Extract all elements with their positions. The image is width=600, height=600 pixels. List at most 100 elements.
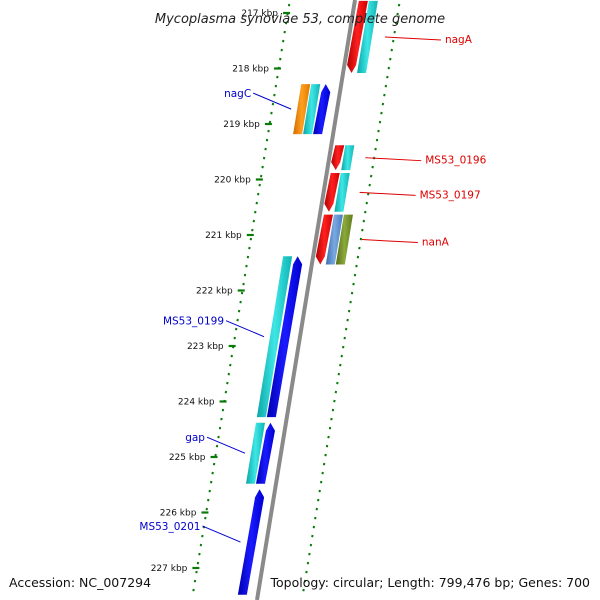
guide-dot bbox=[233, 336, 236, 340]
guide-dot bbox=[273, 93, 276, 97]
gene-label: MS53_0196 bbox=[425, 155, 486, 167]
guide-dot bbox=[319, 480, 323, 484]
guide-dot bbox=[195, 570, 198, 574]
guide-dot bbox=[325, 444, 329, 448]
guide-dot bbox=[356, 255, 360, 259]
feature-nanA-steel bbox=[325, 214, 343, 265]
guide-dot bbox=[229, 363, 232, 367]
guide-dot bbox=[317, 498, 320, 502]
guide-dot bbox=[377, 129, 380, 133]
guide-dot bbox=[390, 48, 393, 52]
guide-dot bbox=[380, 111, 383, 115]
leader-line bbox=[384, 36, 441, 41]
guide-dot bbox=[350, 291, 354, 295]
guide-dot bbox=[369, 174, 373, 178]
gene-label: nagA bbox=[445, 34, 473, 46]
scale-tick-label: 227 kbp bbox=[151, 564, 188, 574]
guide-dot bbox=[280, 48, 283, 52]
guide-dot bbox=[367, 192, 370, 196]
guide-dot bbox=[359, 237, 363, 241]
guide-dot bbox=[192, 588, 195, 592]
guide-dot bbox=[252, 219, 256, 223]
guide-dot bbox=[302, 588, 305, 592]
guide-dot bbox=[308, 552, 311, 556]
guide-dot bbox=[234, 327, 238, 331]
gene-label: gap bbox=[185, 432, 205, 444]
feature-gap-gene bbox=[245, 422, 265, 484]
leader-line bbox=[206, 436, 246, 454]
feature-nagC-cds_forward bbox=[313, 84, 331, 135]
guide-dot bbox=[198, 552, 201, 556]
guide-dot bbox=[305, 570, 308, 574]
guide-dot bbox=[355, 264, 358, 268]
guide-dot bbox=[259, 174, 263, 178]
leader-line bbox=[252, 92, 292, 110]
gene-label: nanA bbox=[422, 237, 450, 249]
guide-dot bbox=[383, 93, 386, 97]
guide-dot bbox=[393, 30, 396, 34]
guide-dot bbox=[205, 507, 209, 511]
guide-dot bbox=[353, 273, 357, 277]
guide-dot bbox=[251, 228, 254, 232]
guide-dot bbox=[227, 372, 231, 376]
guide-dot bbox=[358, 246, 361, 250]
guide-dot bbox=[196, 561, 200, 565]
guide-dot bbox=[306, 561, 310, 565]
guide-dot bbox=[254, 210, 257, 214]
guide-dot bbox=[242, 282, 245, 286]
guide-dot bbox=[240, 291, 244, 295]
guide-dot bbox=[270, 111, 273, 115]
guide-dot bbox=[208, 489, 211, 493]
guide-dot bbox=[248, 246, 251, 250]
guide-dot bbox=[334, 390, 338, 394]
guide-dot bbox=[378, 120, 382, 124]
guide-dot bbox=[255, 201, 258, 205]
feature-nagA-cds_reverse bbox=[347, 0, 368, 74]
guide-dot bbox=[375, 138, 379, 142]
guide-dot bbox=[324, 453, 327, 457]
scale-tick-label: 217 kbp bbox=[241, 9, 278, 19]
guide-dot bbox=[315, 507, 319, 511]
guide-dot bbox=[303, 579, 307, 583]
guide-dot bbox=[339, 363, 342, 367]
guide-dot bbox=[318, 489, 321, 493]
leader-line bbox=[225, 320, 265, 338]
guide-dot bbox=[368, 183, 371, 187]
guide-dot bbox=[268, 120, 272, 124]
feature-nanA-olive bbox=[335, 214, 353, 265]
feature-MS53_0196-gene bbox=[341, 145, 355, 171]
guide-dot bbox=[336, 381, 339, 385]
leader-line bbox=[361, 239, 418, 244]
guide-dot bbox=[276, 75, 279, 79]
guide-dot bbox=[365, 201, 368, 205]
guide-dot bbox=[330, 417, 333, 421]
guide-dot bbox=[322, 462, 326, 466]
guide-dot bbox=[261, 165, 264, 169]
guide-dot bbox=[249, 237, 253, 241]
scale-tick-label: 226 kbp bbox=[160, 509, 197, 519]
guide-dot bbox=[349, 300, 352, 304]
guide-dot bbox=[243, 273, 247, 277]
guide-dot bbox=[340, 354, 343, 358]
gene-label: MS53_0199 bbox=[163, 316, 224, 328]
guide-dot bbox=[362, 219, 366, 223]
guide-dot bbox=[214, 453, 217, 457]
guide-dot bbox=[396, 12, 399, 16]
scale-tick-label: 221 kbp bbox=[205, 231, 242, 241]
guide-dot bbox=[237, 309, 241, 313]
scale-ticks: 217 kbp 218 kbp 219 kbp 220 kbp 221 kbp 222 k… bbox=[151, 9, 291, 574]
accession-text: Accession: NC_007294 bbox=[9, 575, 152, 590]
feature-MS53_0199-cds_forward bbox=[266, 256, 303, 418]
guide-dot bbox=[374, 147, 377, 151]
guide-dot bbox=[262, 156, 266, 160]
guide-dot bbox=[239, 300, 242, 304]
guide-dot bbox=[224, 390, 228, 394]
feature-MS53_0201-cds_forward bbox=[237, 489, 265, 595]
gene-label: nagC bbox=[224, 88, 251, 100]
leader-line bbox=[365, 157, 422, 162]
guide-dot bbox=[389, 57, 392, 61]
guide-dot bbox=[236, 318, 239, 322]
leader-line bbox=[359, 191, 416, 196]
guide-dot bbox=[337, 372, 341, 376]
